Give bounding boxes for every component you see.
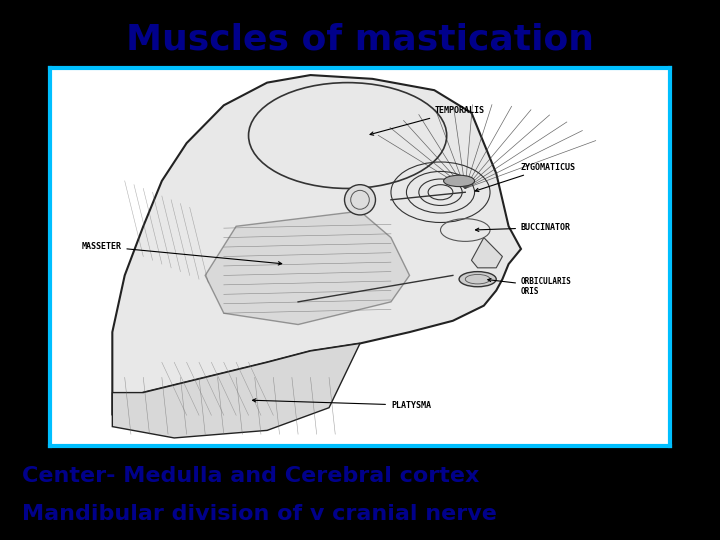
Text: PLATYSMA: PLATYSMA [253,399,431,410]
Text: MASSETER: MASSETER [81,242,282,265]
Text: TEMPORALIS: TEMPORALIS [370,106,485,135]
Polygon shape [112,343,360,438]
Text: BUCCINATOR: BUCCINATOR [475,223,571,232]
Text: Mandibular division of v cranial nerve: Mandibular division of v cranial nerve [22,503,497,524]
Polygon shape [205,211,410,325]
Ellipse shape [459,272,496,287]
Ellipse shape [444,175,474,186]
Text: Muscles of mastication: Muscles of mastication [126,22,594,56]
Polygon shape [112,75,521,415]
Text: Center- Medulla and Cerebral cortex: Center- Medulla and Cerebral cortex [22,465,479,486]
Text: ZYGOMATICUS: ZYGOMATICUS [475,163,576,192]
Ellipse shape [344,185,376,215]
Text: ORBICULARIS
ORIS: ORBICULARIS ORIS [488,277,572,296]
Polygon shape [472,238,503,268]
